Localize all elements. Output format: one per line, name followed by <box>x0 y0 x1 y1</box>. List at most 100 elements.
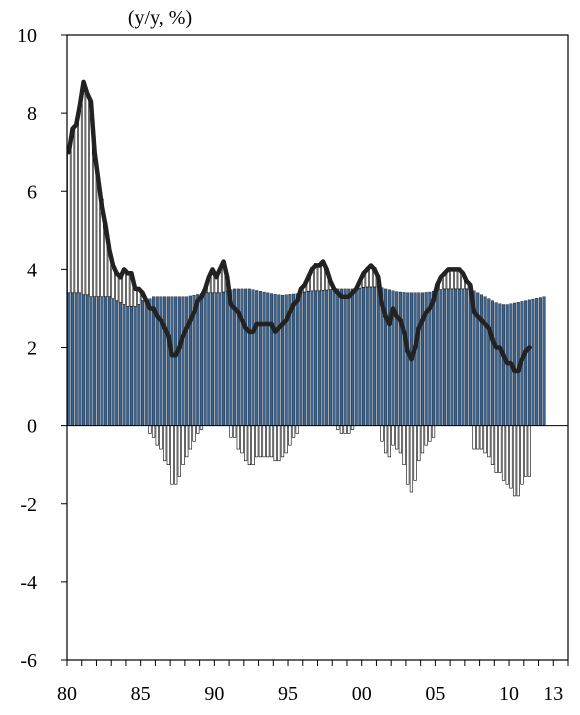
potential-bar <box>314 290 318 426</box>
potential-bar <box>82 294 86 426</box>
gap-bar <box>159 425 163 450</box>
potential-bar <box>273 294 277 426</box>
potential-bar <box>483 296 487 426</box>
x-tick-label: 13 <box>543 683 563 705</box>
gap-bar <box>78 105 82 294</box>
gap-bar <box>395 425 399 450</box>
potential-bar <box>96 296 100 426</box>
potential-bar <box>129 306 133 426</box>
gap-bar <box>262 425 266 458</box>
potential-bar <box>542 296 546 426</box>
potential-bar <box>343 288 347 426</box>
potential-bar <box>347 288 351 426</box>
y-tick-label: 2 <box>27 338 37 360</box>
potential-bar <box>350 288 354 426</box>
potential-bar <box>358 287 362 426</box>
potential-bar <box>244 288 248 426</box>
gap-bar <box>170 425 174 485</box>
y-tick-label: -2 <box>20 494 37 516</box>
potential-bar <box>185 296 189 426</box>
gap-bar <box>413 425 417 481</box>
potential-bar <box>398 291 402 426</box>
potential-bar <box>402 292 406 426</box>
potential-bar <box>85 294 89 426</box>
x-tick-label: 80 <box>57 683 77 705</box>
gap-bar <box>490 425 495 465</box>
potential-bar <box>450 288 454 426</box>
potential-bar <box>251 289 255 426</box>
gap-bar <box>339 425 344 434</box>
potential-bar <box>487 298 491 426</box>
potential-bar <box>107 296 111 426</box>
potential-bar <box>328 289 332 426</box>
potential-bar <box>277 294 281 426</box>
gap-bar <box>284 425 288 454</box>
potential-bar <box>262 291 266 426</box>
potential-bar <box>74 292 78 426</box>
potential-bar <box>303 291 307 426</box>
potential-bar <box>174 296 178 426</box>
gap-bar <box>199 425 204 430</box>
gap-bar <box>402 425 406 465</box>
gap-bar <box>483 425 487 454</box>
potential-bar <box>502 304 506 426</box>
gap-bar <box>240 425 244 454</box>
gap-bar <box>505 425 509 485</box>
potential-bar <box>387 289 391 426</box>
gap-bar <box>509 425 513 489</box>
potential-bar <box>115 300 119 426</box>
potential-bar <box>196 294 200 426</box>
gap-bar <box>347 425 351 434</box>
potential-bar <box>446 288 450 426</box>
gap-bar <box>524 425 528 477</box>
potential-bar <box>137 304 141 426</box>
potential-bar <box>457 288 461 426</box>
potential-bar <box>181 296 185 426</box>
gap-bar <box>336 425 340 430</box>
gap-bar <box>273 425 277 462</box>
potential-bar <box>439 289 443 426</box>
gap-bar <box>148 425 152 434</box>
potential-bar <box>417 292 421 426</box>
gap-bar <box>369 267 373 288</box>
potential-bar <box>148 298 152 426</box>
potential-bar <box>166 296 170 426</box>
potential-bar <box>454 288 458 426</box>
gap-bar <box>350 425 355 430</box>
gap-bar <box>277 425 281 462</box>
gap-bar <box>472 425 476 450</box>
gap-bar <box>269 425 274 458</box>
gap-bar <box>155 425 159 446</box>
potential-bar <box>321 290 325 426</box>
gap-bar <box>174 425 178 485</box>
potential-bar <box>332 289 336 426</box>
gap-bar <box>162 425 167 462</box>
potential-bar <box>317 290 321 426</box>
potential-bar <box>104 296 108 426</box>
gap-bar <box>291 425 296 438</box>
y-tick-label: -4 <box>20 572 37 594</box>
y-tick-label: 4 <box>27 259 37 281</box>
gap-bar <box>487 425 491 458</box>
potential-bar <box>494 302 498 426</box>
potential-bar <box>336 288 340 426</box>
gap-bar <box>251 425 255 465</box>
potential-bar <box>89 296 93 426</box>
gap-bar <box>501 425 506 481</box>
gap-bar <box>406 425 410 485</box>
potential-bar <box>362 287 366 426</box>
potential-bar <box>152 296 156 426</box>
potential-bar <box>299 292 303 426</box>
potential-bar <box>461 288 465 426</box>
potential-bar <box>325 289 329 426</box>
potential-bar <box>413 292 417 426</box>
potential-bar <box>269 293 273 426</box>
potential-bar <box>479 294 483 426</box>
gap-bar <box>343 425 347 434</box>
gap-bar <box>380 425 384 442</box>
potential-bar <box>468 289 472 426</box>
potential-bar <box>538 297 542 426</box>
gap-bar <box>247 425 251 465</box>
potential-bar <box>163 296 167 426</box>
potential-bar <box>177 296 181 426</box>
